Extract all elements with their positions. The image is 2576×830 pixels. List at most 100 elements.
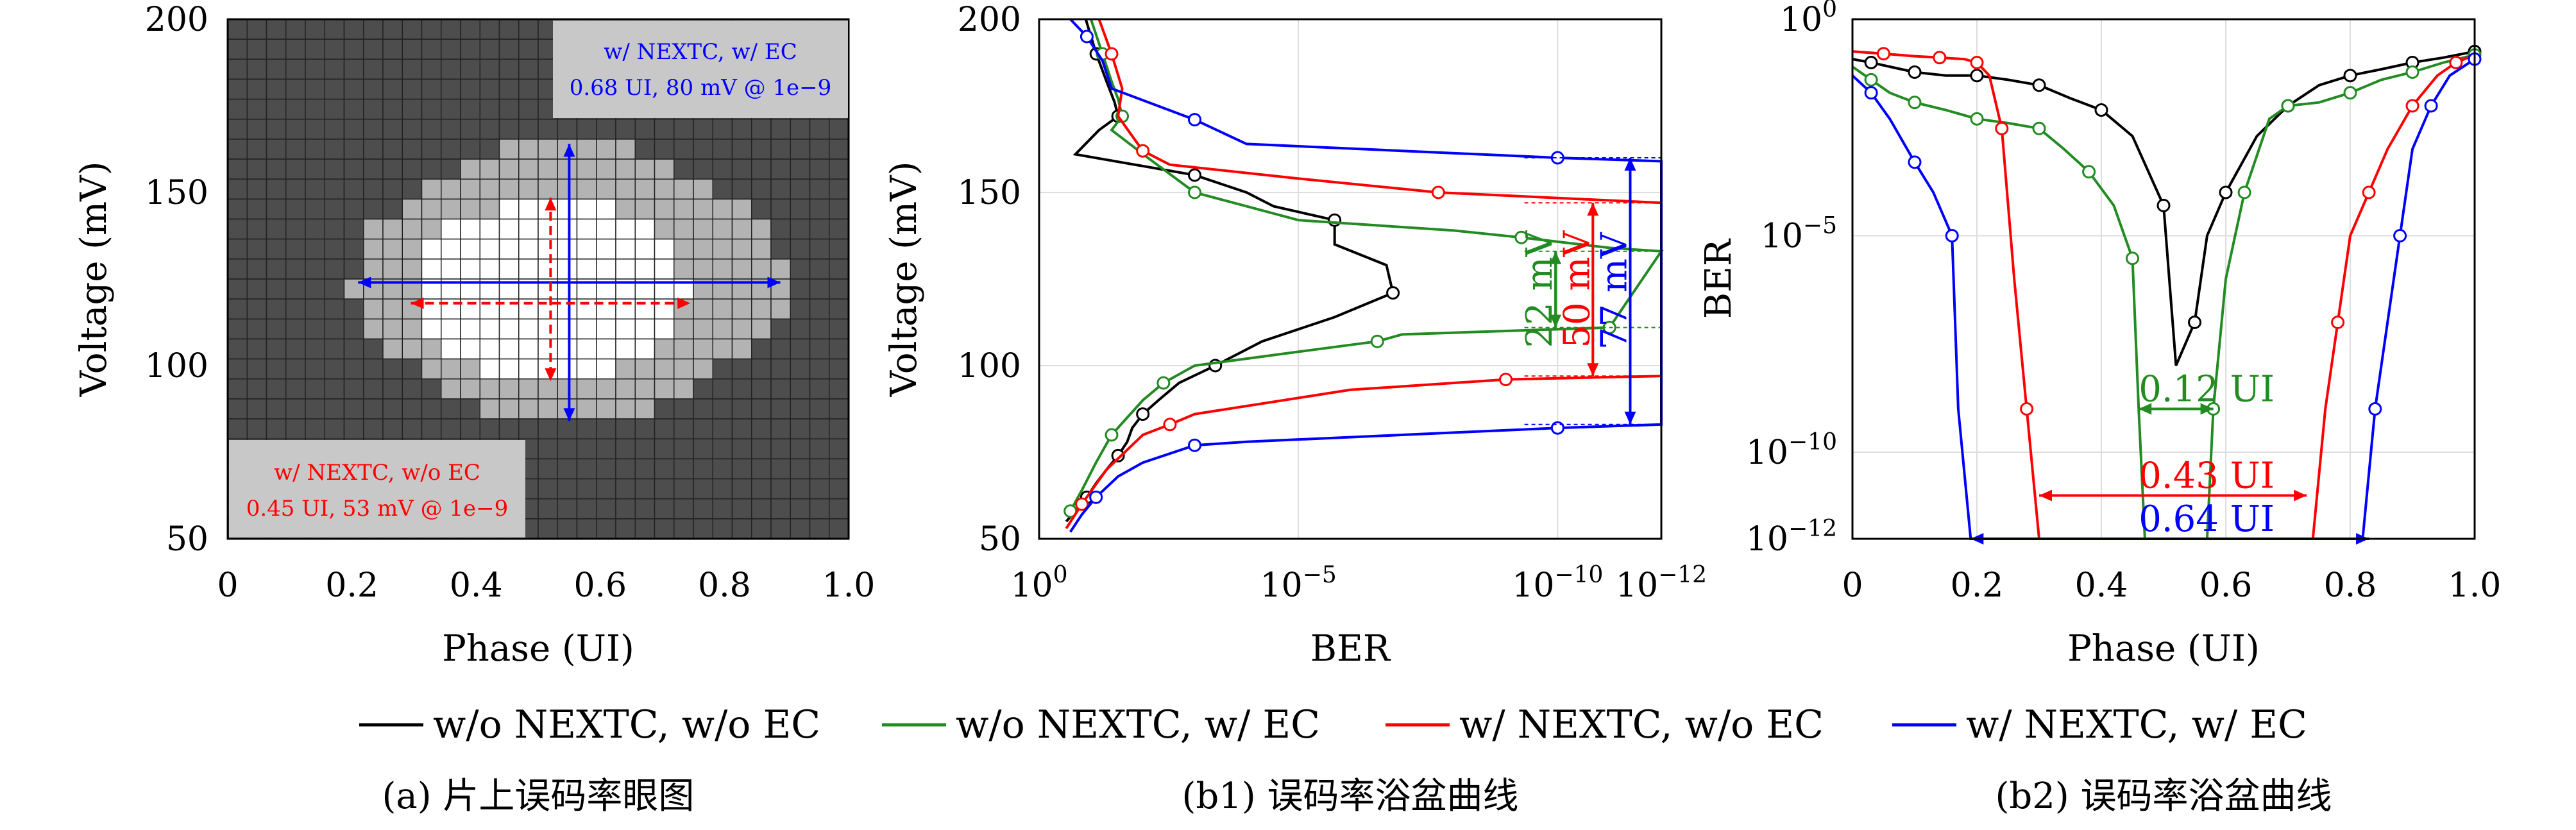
eye-cell: [712, 358, 733, 380]
eye-cell: [246, 358, 267, 380]
eye-cell: [674, 258, 694, 280]
eye-cell: [712, 458, 733, 480]
eye-cell: [402, 378, 423, 400]
series-point: [2032, 121, 2046, 135]
eye-cell: [285, 318, 306, 340]
eye-cell: [343, 358, 364, 380]
panel-b2-x-tick: 0.2: [1951, 566, 2004, 605]
eye-cell: [693, 438, 713, 460]
eye-cell: [596, 458, 616, 480]
panel-a-x-label: Phase (UI): [442, 628, 634, 670]
eye-cell: [829, 518, 849, 539]
eye-cell: [538, 258, 558, 280]
eye-cell: [246, 338, 267, 360]
eye-cell: [751, 258, 772, 280]
eye-cell: [285, 418, 306, 439]
eye-cell: [538, 498, 558, 520]
eye-cell: [751, 378, 772, 400]
eye-cell: [596, 258, 616, 280]
eye-cell: [518, 119, 539, 140]
eye-cell: [305, 158, 325, 180]
eye-cell: [479, 258, 500, 280]
eye-cell: [693, 378, 713, 400]
eye-cell: [479, 58, 500, 80]
eye-cell: [363, 298, 384, 320]
series-point: [1514, 230, 1529, 244]
eye-cell: [363, 58, 384, 80]
eye-cell: [596, 358, 616, 380]
eye-cell: [227, 418, 248, 439]
series-point: [1908, 96, 1922, 110]
eye-cell: [634, 498, 656, 520]
eye-cell: [382, 378, 403, 400]
eye-cell: [305, 119, 325, 140]
eye-cell: [479, 19, 500, 40]
eye-cell: [770, 338, 791, 360]
eye-cell: [479, 139, 500, 160]
eye-cell: [751, 438, 772, 460]
eye-cell: [441, 98, 461, 120]
eye-cell: [634, 338, 656, 360]
panel-b2-x-tick: 1.0: [2448, 566, 2502, 605]
panel-b1-series: [1063, 18, 1664, 533]
eye-cell: [731, 418, 752, 439]
eye-cell: [731, 258, 752, 280]
eye-cell: [498, 418, 520, 439]
eye-cell: [266, 19, 287, 40]
eye-cell: [285, 298, 306, 320]
eye-cell: [227, 38, 248, 60]
eye-cell: [634, 238, 656, 260]
series-point: [2424, 99, 2438, 113]
eye-cell: [363, 38, 384, 60]
eye-cell: [498, 358, 520, 380]
eye-cell: [693, 518, 713, 539]
eye-cell: [654, 119, 675, 140]
eye-cell: [421, 38, 442, 60]
eye-cell: [246, 298, 267, 320]
eye-cell: [246, 58, 267, 80]
eye-cell: [285, 278, 306, 300]
eye-cell: [518, 139, 539, 160]
eye-cell: [343, 238, 364, 260]
eye-cell: [712, 338, 733, 360]
eye-cell: [538, 458, 558, 480]
eye-cell: [557, 198, 578, 220]
eye-cell: [518, 19, 539, 40]
eye-cell: [654, 418, 675, 439]
panel-b1-y-tick: 150: [958, 174, 1021, 212]
eye-cell: [421, 418, 442, 439]
eye-cell: [460, 418, 480, 439]
legend-label-0: w/o NEXTC, w/o EC: [433, 702, 820, 747]
eye-cell: [441, 378, 461, 400]
eye-cell: [324, 238, 345, 260]
eye-cell: [479, 119, 500, 140]
eye-cell: [343, 38, 364, 60]
eye-cell: [324, 58, 345, 80]
eye-cell: [460, 139, 480, 160]
eye-cell: [479, 218, 500, 240]
eye-cell: [790, 498, 811, 520]
eye-cell: [498, 398, 520, 419]
eye-cell: [421, 358, 442, 380]
eye-cell: [305, 198, 325, 220]
eye-cell: [324, 139, 345, 160]
eye-cell: [305, 98, 325, 120]
eye-cell: [518, 218, 539, 240]
eye-cell: [266, 218, 287, 240]
eye-cell: [654, 258, 675, 280]
eye-cell: [305, 238, 325, 260]
eye-cell: [538, 318, 558, 340]
panel-b1-x-tick: 10−12: [1616, 562, 1707, 605]
eye-cell: [402, 178, 423, 200]
eye-cell: [693, 458, 713, 480]
series-point: [1945, 229, 1959, 242]
eye-cell: [305, 218, 325, 240]
eye-cell: [712, 398, 733, 419]
panel-b1-y-tick: 100: [958, 347, 1021, 385]
eye-cell: [538, 218, 558, 240]
eye-cell: [693, 358, 713, 380]
eye-cell: [809, 298, 830, 320]
eye-cell: [227, 139, 248, 160]
eye-cell: [770, 378, 791, 400]
eye-cell: [731, 518, 752, 539]
